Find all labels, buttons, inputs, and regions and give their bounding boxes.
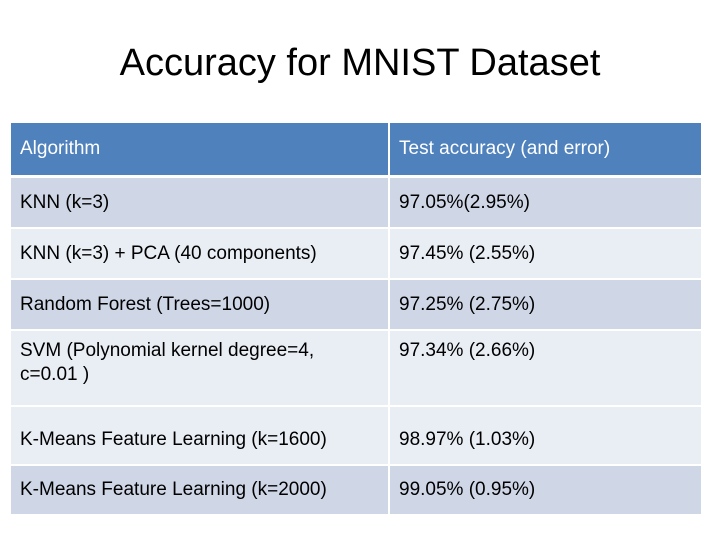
- table-row: K-Means Feature Learning (k=1600) 98.97%…: [11, 406, 701, 466]
- accuracy-cell: 97.25% (2.75%): [388, 279, 701, 331]
- table-header-row: Algorithm Test accuracy (and error): [11, 123, 701, 178]
- table-row: KNN (k=3) 97.05%(2.95%): [11, 176, 701, 229]
- algorithm-cell: KNN (k=3) + PCA (40 components): [11, 228, 389, 280]
- accuracy-table: Algorithm Test accuracy (and error) KNN …: [11, 123, 701, 516]
- accuracy-cell: 97.34% (2.66%): [388, 330, 701, 407]
- algorithm-cell: K-Means Feature Learning (k=2000): [11, 465, 389, 516]
- table-row: K-Means Feature Learning (k=2000) 99.05%…: [11, 465, 701, 516]
- table-row: Random Forest (Trees=1000) 97.25% (2.75%…: [11, 279, 701, 331]
- header-test-accuracy: Test accuracy (and error): [388, 123, 701, 178]
- algorithm-line-1: SVM (Polynomial kernel degree=4,: [20, 340, 315, 361]
- algorithm-cell: Random Forest (Trees=1000): [11, 279, 389, 331]
- slide-title: Accuracy for MNIST Dataset: [119, 42, 601, 84]
- accuracy-cell: 97.45% (2.55%): [388, 228, 701, 280]
- algorithm-cell: SVM (Polynomial kernel degree=4, c=0.01 …: [11, 330, 389, 407]
- header-algorithm: Algorithm: [11, 123, 389, 178]
- algorithm-cell: K-Means Feature Learning (k=1600): [11, 406, 389, 466]
- accuracy-cell-best: 99.05% (0.95%): [388, 465, 701, 516]
- table-row: SVM (Polynomial kernel degree=4, c=0.01 …: [11, 330, 701, 407]
- table-row: KNN (k=3) + PCA (40 components) 97.45% (…: [11, 228, 701, 280]
- accuracy-cell: 97.05%(2.95%): [388, 176, 701, 229]
- algorithm-cell: KNN (k=3): [11, 176, 389, 229]
- accuracy-cell: 98.97% (1.03%): [388, 406, 701, 466]
- algorithm-line-2: c=0.01 ): [20, 364, 90, 385]
